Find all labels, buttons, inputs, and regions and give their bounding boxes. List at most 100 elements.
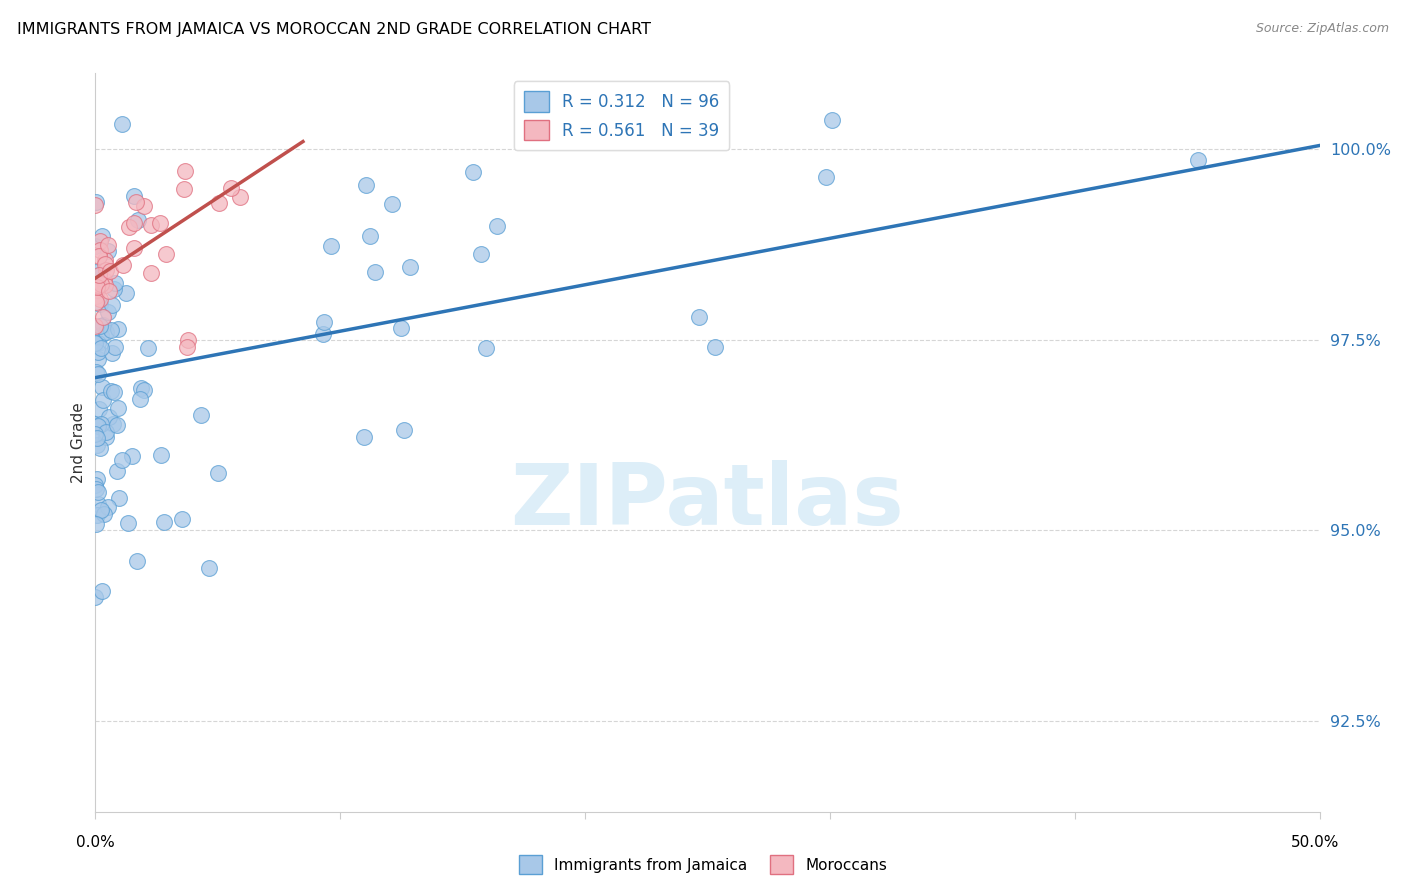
- Point: [475, 341, 498, 355]
- Point: [87, 268, 110, 283]
- Point: [96, 430, 118, 444]
- Point: [98, 410, 121, 425]
- Text: 0.0%: 0.0%: [76, 836, 115, 850]
- Point: [89, 244, 111, 258]
- Point: [688, 310, 710, 324]
- Point: [86, 508, 108, 522]
- Point: [107, 322, 129, 336]
- Text: Source: ZipAtlas.com: Source: ZipAtlas.com: [1256, 22, 1389, 36]
- Point: [93, 252, 115, 267]
- Point: [87, 344, 110, 359]
- Point: [149, 217, 172, 231]
- Point: [173, 182, 195, 196]
- Point: [704, 340, 727, 354]
- Point: [86, 431, 108, 445]
- Point: [90, 583, 112, 598]
- Point: [96, 425, 118, 439]
- Point: [173, 164, 195, 178]
- Point: [84, 335, 107, 350]
- Point: [114, 285, 136, 300]
- Point: [90, 503, 112, 517]
- Point: [87, 351, 110, 366]
- Text: IMMIGRANTS FROM JAMAICA VS MOROCCAN 2ND GRADE CORRELATION CHART: IMMIGRANTS FROM JAMAICA VS MOROCCAN 2ND …: [17, 22, 651, 37]
- Point: [208, 195, 231, 210]
- Point: [170, 512, 193, 526]
- Point: [150, 448, 173, 462]
- Point: [129, 381, 152, 395]
- Point: [97, 500, 120, 515]
- Point: [155, 247, 177, 261]
- Point: [90, 341, 112, 355]
- Point: [176, 333, 198, 347]
- Point: [103, 417, 125, 432]
- Point: [87, 367, 110, 381]
- Point: [93, 273, 115, 287]
- Point: [94, 257, 117, 271]
- Point: [100, 345, 122, 359]
- Point: [86, 418, 108, 433]
- Point: [1187, 153, 1209, 167]
- Point: [229, 190, 252, 204]
- Point: [138, 341, 160, 355]
- Point: [153, 516, 176, 530]
- Point: [90, 328, 112, 343]
- Point: [815, 170, 838, 185]
- Point: [129, 392, 152, 406]
- Point: [312, 327, 335, 342]
- Point: [105, 464, 128, 478]
- Point: [97, 285, 120, 299]
- Point: [100, 298, 122, 312]
- Point: [139, 218, 162, 232]
- Point: [86, 283, 108, 297]
- Point: [118, 220, 141, 235]
- Point: [89, 292, 111, 306]
- Point: [125, 195, 148, 210]
- Point: [392, 423, 415, 437]
- Point: [821, 113, 844, 128]
- Point: [93, 507, 115, 521]
- Point: [127, 213, 149, 227]
- Point: [122, 215, 145, 229]
- Point: [84, 239, 107, 253]
- Point: [86, 438, 108, 452]
- Point: [91, 393, 114, 408]
- Point: [84, 516, 107, 531]
- Point: [139, 266, 162, 280]
- Point: [84, 478, 107, 492]
- Point: [111, 259, 134, 273]
- Point: [91, 310, 114, 324]
- Point: [485, 219, 508, 234]
- Point: [96, 325, 118, 339]
- Point: [103, 282, 125, 296]
- Point: [190, 409, 212, 423]
- Legend: R = 0.312   N = 96, R = 0.561   N = 39: R = 0.312 N = 96, R = 0.561 N = 39: [513, 81, 730, 151]
- Point: [91, 318, 114, 332]
- Point: [97, 238, 120, 252]
- Point: [100, 384, 122, 398]
- Point: [125, 554, 148, 568]
- Text: ZIPatlas: ZIPatlas: [510, 460, 904, 543]
- Point: [84, 198, 107, 212]
- Point: [117, 516, 139, 530]
- Point: [104, 340, 127, 354]
- Point: [100, 323, 122, 337]
- Point: [87, 401, 110, 416]
- Point: [134, 383, 156, 397]
- Point: [89, 268, 111, 282]
- Point: [381, 196, 404, 211]
- Point: [89, 319, 111, 334]
- Point: [87, 277, 110, 292]
- Point: [86, 335, 108, 350]
- Point: [461, 164, 484, 178]
- Point: [107, 401, 129, 415]
- Point: [389, 321, 412, 335]
- Text: 50.0%: 50.0%: [1291, 836, 1339, 850]
- Point: [84, 417, 107, 432]
- Point: [470, 246, 492, 260]
- Point: [84, 365, 107, 379]
- Point: [124, 242, 146, 256]
- Point: [108, 491, 131, 505]
- Point: [176, 340, 198, 354]
- Point: [97, 304, 120, 318]
- Point: [198, 561, 221, 575]
